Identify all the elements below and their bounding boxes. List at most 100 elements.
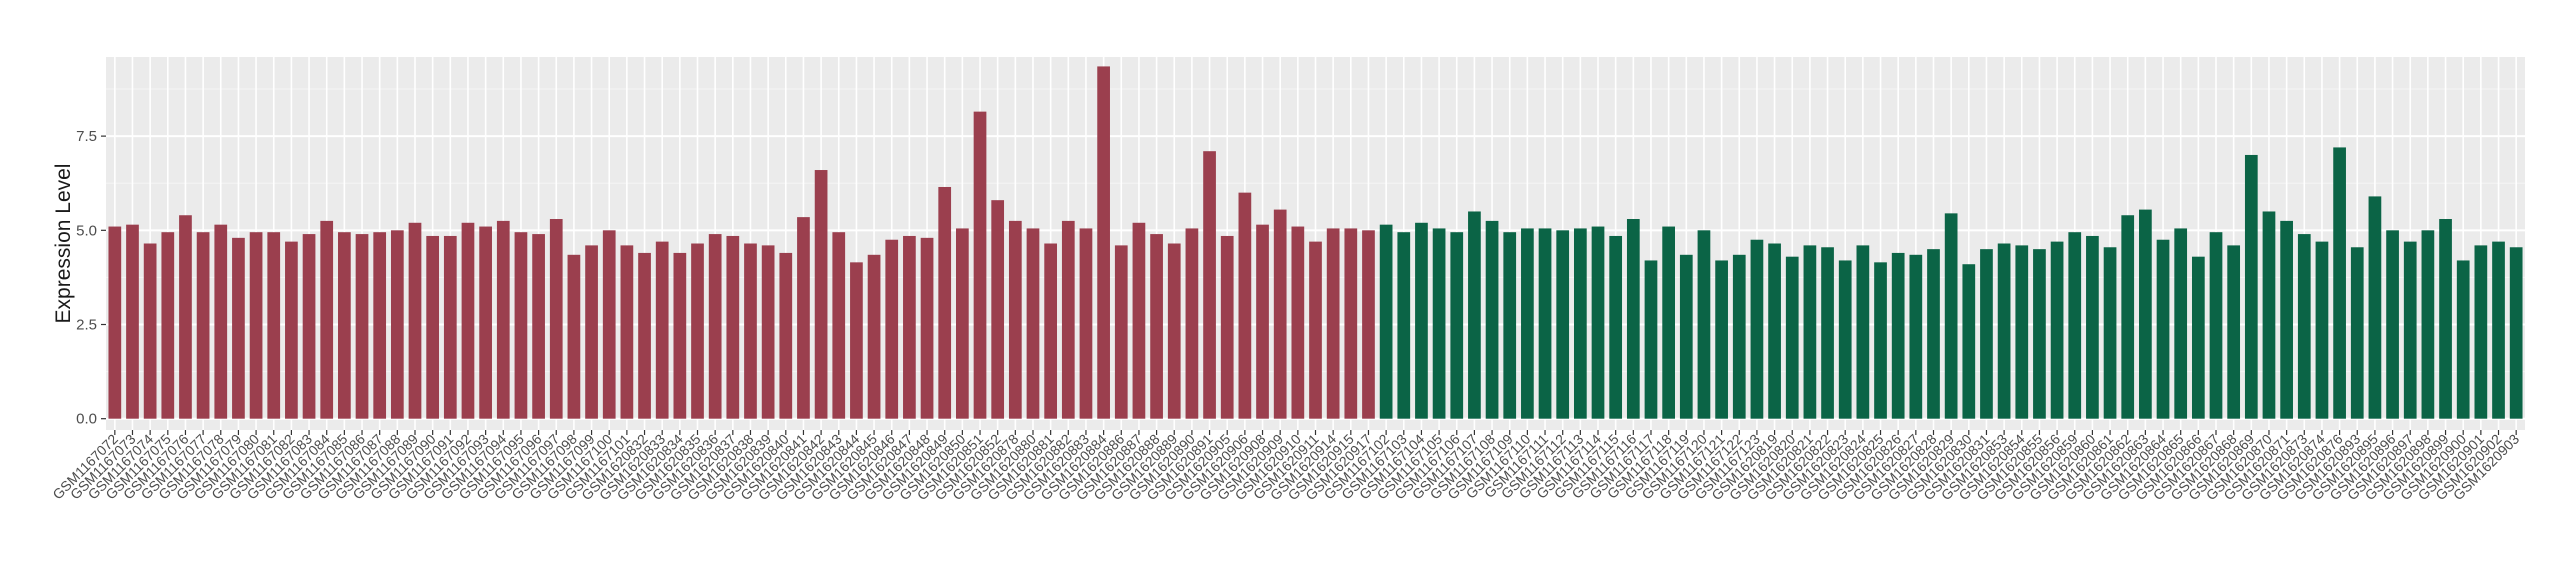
bar-GSM1167094 <box>496 220 510 419</box>
bar-GSM1167112 <box>1556 230 1570 419</box>
bar-GSM1620905 <box>1220 235 1234 419</box>
bar-GSM1167073 <box>126 224 139 419</box>
x-axis: GSM1167072GSM1167073GSM1167074GSM1167075… <box>49 430 2522 503</box>
bar-GSM1620822 <box>1821 247 1834 419</box>
bar-GSM1620852 <box>991 200 1005 419</box>
bar-GSM1620888 <box>1150 234 1163 419</box>
bar-GSM1620899 <box>2439 219 2452 419</box>
bar-GSM1167081 <box>267 232 281 419</box>
y-tick-label: 0.0 <box>76 411 97 428</box>
y-tick-label: 7.5 <box>76 128 97 145</box>
bar-GSM1620827 <box>1909 254 1923 419</box>
bar-GSM1167121 <box>1715 260 1728 419</box>
bar-GSM1620886 <box>1114 245 1128 419</box>
bar-GSM1620863 <box>2139 209 2152 419</box>
bar-GSM1167101 <box>620 245 634 419</box>
bar-GSM1620828 <box>1927 249 1940 419</box>
bar-GSM1167118 <box>1662 226 1675 419</box>
bar-GSM1620906 <box>1238 192 1252 419</box>
bar-GSM1620853 <box>1997 243 2011 419</box>
bar-GSM1167088 <box>390 230 404 419</box>
bar-GSM1620849 <box>938 186 952 419</box>
bar-GSM1620831 <box>1980 249 1993 419</box>
bar-GSM1167103 <box>1397 232 1411 419</box>
bar-GSM1620897 <box>2403 241 2417 419</box>
bar-GSM1167092 <box>461 222 475 419</box>
bar-GSM1620856 <box>2050 241 2064 419</box>
bar-GSM1620847 <box>903 235 916 419</box>
y-axis: 0.0 2.5 5.0 7.5 <box>76 128 106 428</box>
bar-GSM1620870 <box>2262 211 2276 419</box>
bar-GSM1620908 <box>1256 224 1269 419</box>
bar-GSM1167116 <box>1626 219 1640 419</box>
bar-GSM1167089 <box>408 222 422 419</box>
y-axis-title: Expression Level <box>52 164 75 324</box>
bar-GSM1620893 <box>2350 247 2364 419</box>
bar-GSM1620898 <box>2421 230 2435 419</box>
bars <box>108 66 2523 419</box>
bar-GSM1620903 <box>2509 247 2523 419</box>
bar-GSM1620883 <box>1079 228 1093 419</box>
bar-GSM1167104 <box>1415 222 1428 419</box>
bar-GSM1620835 <box>691 243 704 419</box>
bar-GSM1620826 <box>1891 252 1905 419</box>
bar-GSM1167090 <box>426 235 440 419</box>
bar-GSM1167080 <box>249 232 263 419</box>
bar-GSM1167106 <box>1450 232 1464 419</box>
bar-GSM1620838 <box>744 243 757 419</box>
bar-GSM1620829 <box>1944 213 1958 419</box>
bar-GSM1620873 <box>2297 234 2311 419</box>
bar-GSM1620881 <box>1044 243 1058 419</box>
bar-GSM1620859 <box>2068 232 2082 419</box>
bar-GSM1620868 <box>2227 245 2241 419</box>
bar-GSM1167074 <box>143 243 157 419</box>
bar-GSM1167111 <box>1538 228 1552 419</box>
bar-GSM1620901 <box>2474 245 2488 419</box>
bar-GSM1620876 <box>2333 147 2346 419</box>
bar-GSM1620917 <box>1362 230 1375 419</box>
bar-GSM1620821 <box>1803 245 1817 419</box>
bar-GSM1167110 <box>1521 228 1534 419</box>
bar-GSM1620895 <box>2368 196 2382 419</box>
bar-GSM1167105 <box>1432 228 1446 419</box>
bar-GSM1167108 <box>1485 220 1499 419</box>
bar-GSM1620819 <box>1768 243 1781 419</box>
bar-GSM1620833 <box>655 241 669 419</box>
bar-GSM1620891 <box>1203 151 1216 419</box>
bar-GSM1620834 <box>673 252 687 419</box>
bar-GSM1620865 <box>2174 228 2188 419</box>
bar-GSM1167072 <box>108 226 122 419</box>
bar-GSM1620871 <box>2280 220 2293 419</box>
bar-GSM1167115 <box>1609 235 1623 419</box>
bar-GSM1620862 <box>2121 215 2135 419</box>
bar-GSM1620915 <box>1344 228 1358 419</box>
bar-GSM1167122 <box>1732 254 1746 419</box>
bar-GSM1620889 <box>1167 243 1181 419</box>
bar-GSM1620843 <box>832 232 846 419</box>
bar-GSM1620866 <box>2191 256 2205 419</box>
bar-GSM1620855 <box>2033 249 2046 419</box>
bar-GSM1620839 <box>761 245 775 419</box>
bar-GSM1167077 <box>196 232 210 419</box>
bar-GSM1620861 <box>2103 247 2117 419</box>
bar-GSM1620848 <box>920 237 934 419</box>
bar-GSM1620844 <box>850 262 863 419</box>
bar-GSM1167098 <box>567 254 581 419</box>
bar-GSM1620841 <box>797 217 810 419</box>
bar-GSM1620911 <box>1309 241 1322 419</box>
bar-GSM1620914 <box>1326 228 1340 419</box>
bar-GSM1167100 <box>602 230 616 419</box>
bar-GSM1620837 <box>726 235 740 419</box>
bar-GSM1167082 <box>285 241 298 419</box>
bar-GSM1167084 <box>320 220 334 419</box>
bar-GSM1620896 <box>2386 230 2399 419</box>
bar-GSM1620884 <box>1097 66 1110 419</box>
bar-GSM1167107 <box>1468 211 1481 419</box>
bar-GSM1167075 <box>161 232 175 419</box>
bar-GSM1620902 <box>2492 241 2505 419</box>
bar-GSM1620840 <box>779 252 793 419</box>
bar-GSM1620890 <box>1185 228 1199 419</box>
y-tick-label: 2.5 <box>76 317 97 334</box>
bar-GSM1167099 <box>585 245 598 419</box>
